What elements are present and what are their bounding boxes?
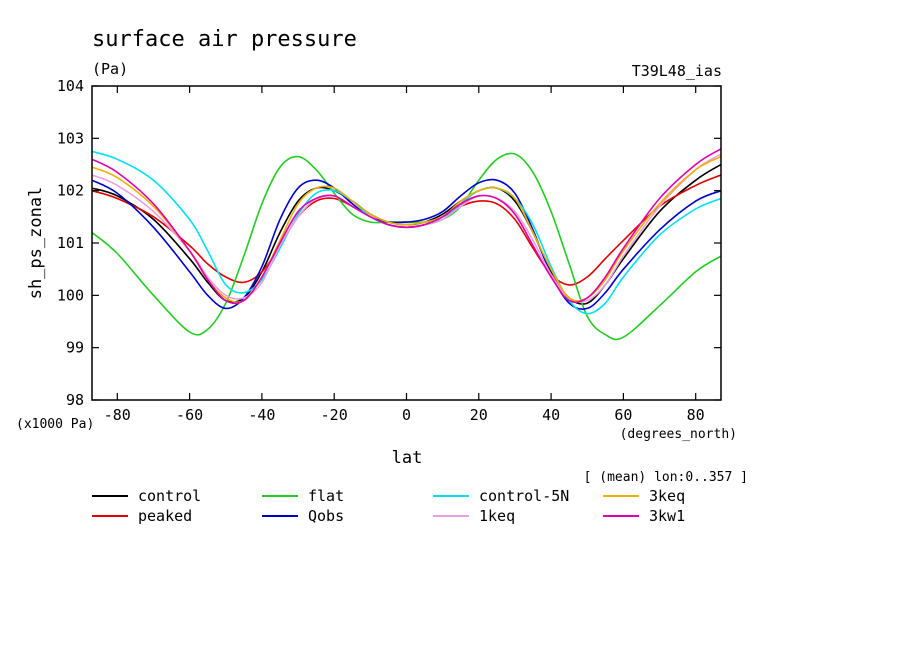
y-tick-label: 104	[57, 77, 84, 95]
legend-label: 3keq	[649, 487, 685, 505]
legend-label: control-5N	[479, 487, 569, 505]
series-line-3kw1	[91, 148, 722, 305]
y-axis-label: sh_ps_zonal	[26, 187, 46, 300]
x-tick-label: 60	[614, 406, 632, 424]
y-scale-note: (x1000 Pa)	[16, 417, 94, 432]
x-tick-label: -60	[176, 406, 203, 424]
tick-layer: -80 -60 -40 -20 0 20 40 60 80 98 99 100 101 102 103 104	[57, 77, 721, 424]
x-tick-label: -80	[104, 406, 131, 424]
units-label: (Pa)	[92, 60, 128, 78]
x-tick-label: 80	[687, 406, 705, 424]
legend-label: peaked	[138, 507, 192, 525]
x-tick-label: 0	[402, 406, 411, 424]
y-tick-label: 100	[57, 286, 84, 304]
x-units-label: (degrees_north)	[620, 427, 737, 442]
y-tick-label: 103	[57, 129, 84, 147]
series-line-3keq	[91, 155, 722, 304]
series-line-control-5n	[91, 150, 722, 315]
chart-title: surface air pressure	[92, 27, 357, 52]
y-tick-label: 102	[57, 182, 84, 200]
legend-label: 3kw1	[649, 507, 685, 525]
x-tick-label: 20	[470, 406, 488, 424]
subset-note: [ (mean) lon:0..357 ]	[584, 470, 748, 485]
series-line-qobs	[91, 178, 722, 310]
x-axis-label: lat	[392, 448, 423, 468]
y-tick-label: 101	[57, 234, 84, 252]
plot-frame	[91, 85, 722, 401]
legend-label: Qobs	[308, 507, 344, 525]
y-tick-label: 98	[66, 391, 84, 409]
x-tick-label: 40	[542, 406, 560, 424]
legend-label: flat	[308, 487, 344, 505]
series-layer	[91, 148, 722, 341]
x-tick-label: -20	[321, 406, 348, 424]
model-tag: T39L48_ias	[632, 62, 722, 80]
series-line-control	[91, 163, 722, 305]
legend: control peaked flat Qobs control-5N 1keq 3keq 3…	[92, 487, 685, 525]
x-tick-label: -40	[248, 406, 275, 424]
y-tick-label: 99	[66, 339, 84, 357]
legend-label: control	[138, 487, 201, 505]
legend-label: 1keq	[479, 507, 515, 525]
